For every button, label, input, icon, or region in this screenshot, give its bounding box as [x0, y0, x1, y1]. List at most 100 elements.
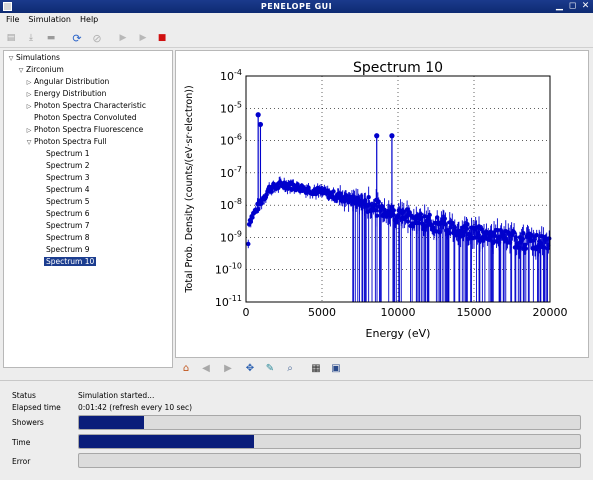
elapsed-value: 0:01:42 (refresh every 10 sec): [78, 403, 193, 412]
data-point: [465, 222, 470, 227]
simulation-tree[interactable]: ▽ Simulations ▽ Zirconium ▷ Angular Distrib…: [3, 50, 173, 368]
spectrum-series: [246, 112, 552, 302]
data-point: [443, 222, 448, 227]
y-tick-label: 10-10: [215, 262, 242, 277]
expanded-arrow-icon[interactable]: ▽: [26, 139, 32, 146]
tree-group[interactable]: Photon Spectra Convoluted: [34, 113, 137, 122]
title-bar: PENELOPE GUI ▁ ◻ ✕: [0, 0, 593, 13]
data-point: [407, 210, 412, 215]
play-icon[interactable]: ▶: [119, 33, 127, 43]
zoom-icon[interactable]: ✎: [265, 362, 275, 374]
tree-group[interactable]: ▷ Energy Distribution: [24, 88, 107, 100]
data-point: [246, 241, 251, 247]
tree-spectrum-item[interactable]: Spectrum 9: [46, 245, 90, 254]
tree-spectrum-item-selected[interactable]: Spectrum 10: [44, 257, 97, 266]
zoom-rect-icon[interactable]: ⌕: [287, 362, 293, 374]
collapsed-arrow-icon[interactable]: ▷: [26, 103, 32, 110]
expanded-arrow-icon[interactable]: ▽: [18, 67, 24, 74]
collapsed-arrow-icon[interactable]: ▷: [26, 79, 32, 86]
tree-spectrum-item[interactable]: Spectrum 3: [46, 173, 90, 182]
y-tick-label: 10-4: [220, 68, 242, 83]
tree-spectrum-item[interactable]: Spectrum 6: [46, 209, 90, 218]
data-point: [520, 236, 525, 242]
peak-point: [255, 112, 261, 118]
pan-icon[interactable]: ✥: [245, 362, 255, 374]
tree-group[interactable]: ▷ Photon Spectra Characteristic: [24, 100, 146, 112]
data-point: [248, 219, 253, 225]
data-point: [442, 216, 447, 221]
menu-simulation[interactable]: Simulation: [28, 15, 72, 24]
step-icon[interactable]: ▶: [139, 33, 147, 43]
tree-spectrum-item[interactable]: Spectrum 5: [46, 197, 90, 206]
data-point: [547, 236, 552, 241]
error-progress-bar: [78, 453, 581, 468]
tree-material[interactable]: ▽ Zirconium: [16, 64, 64, 76]
tree-spectrum-item[interactable]: Spectrum 8: [46, 233, 90, 242]
close-icon[interactable]: ✕: [581, 1, 590, 11]
data-point: [250, 215, 255, 220]
status-value: Simulation started...: [78, 391, 155, 400]
time-progress-fill: [79, 435, 255, 448]
app-icon: [3, 2, 12, 11]
tree-group[interactable]: ▷ Angular Distribution: [24, 76, 110, 88]
tree-spectrum-item[interactable]: Spectrum 2: [46, 161, 90, 170]
data-point: [269, 189, 274, 194]
showers-progress-fill: [79, 416, 145, 429]
menu-help[interactable]: Help: [80, 15, 99, 24]
tree-group[interactable]: ▽ Photon Spectra Full: [24, 136, 107, 148]
menu-bar: File Simulation Help: [0, 13, 593, 28]
open-icon[interactable]: ⤓: [29, 33, 33, 43]
data-point: [418, 212, 423, 217]
y-tick-label: 10-5: [220, 100, 242, 115]
expanded-arrow-icon[interactable]: ▽: [8, 55, 14, 62]
save-icon[interactable]: ▬: [46, 33, 56, 43]
x-axis-label: Energy (eV): [366, 327, 431, 340]
peak-point: [389, 133, 395, 139]
data-point: [523, 246, 529, 251]
data-point: [331, 189, 336, 194]
y-tick-label: 10-11: [215, 294, 242, 309]
home-icon[interactable]: ⌂: [182, 362, 190, 374]
error-label: Error: [12, 457, 31, 466]
menu-file[interactable]: File: [6, 15, 20, 24]
forward-icon[interactable]: ▶: [224, 362, 232, 374]
tree-group[interactable]: ▷ Photon Spectra Fluorescence: [24, 124, 144, 136]
maximize-icon[interactable]: ◻: [568, 1, 577, 11]
tree-spectrum-item[interactable]: Spectrum 4: [46, 185, 90, 194]
data-point: [374, 213, 380, 218]
refresh-icon[interactable]: ⟳: [72, 31, 82, 45]
collapsed-arrow-icon[interactable]: ▷: [26, 127, 32, 134]
data-point: [464, 226, 469, 231]
data-point: [405, 219, 411, 224]
collapsed-arrow-icon[interactable]: ▷: [26, 91, 32, 98]
tree-spectrum-item[interactable]: Spectrum 1: [46, 149, 90, 158]
tree-root[interactable]: ▽ Simulations: [6, 52, 60, 64]
spectrum-chart[interactable]: Spectrum 10 10-1110-1010-910-810-710-610…: [176, 51, 588, 357]
configure-icon[interactable]: ▦: [311, 362, 321, 374]
data-point: [256, 206, 261, 212]
status-panel: Status Simulation started... Elapsed tim…: [0, 380, 593, 480]
data-point: [534, 232, 539, 238]
stop-red-icon[interactable]: ■: [157, 33, 167, 43]
minimize-icon[interactable]: ▁: [556, 1, 563, 11]
data-point: [476, 224, 482, 229]
y-tick-label: 10-6: [220, 133, 242, 148]
time-label: Time: [12, 438, 31, 447]
data-point: [366, 194, 371, 200]
y-tick-label: 10-9: [220, 229, 242, 244]
x-tick-label: 5000: [308, 306, 336, 319]
y-tick-labels: 10-11 10-10 10-9 10-8 10-7 10-6 10-5 10-4: [215, 68, 242, 309]
x-tick-label: 20000: [533, 306, 568, 319]
data-point: [511, 230, 517, 235]
plot-canvas[interactable]: Spectrum 10 10-11 10-10 10-9 10-8 10-7 10-6 10…: [175, 50, 589, 358]
x-tick-label: 0: [243, 306, 250, 319]
showers-label: Showers: [12, 418, 44, 427]
tree-spectrum-item[interactable]: Spectrum 7: [46, 221, 90, 230]
save-figure-icon[interactable]: ▣: [331, 362, 341, 374]
elapsed-label: Elapsed time: [12, 403, 61, 412]
back-icon[interactable]: ◀: [202, 362, 210, 374]
new-icon[interactable]: ▤: [6, 33, 16, 43]
plot-toolbar: ⌂ ◀ ▶ ✥ ✎ ⌕ ▦ ▣: [175, 358, 589, 380]
stop-disabled-icon[interactable]: ⊘: [92, 31, 102, 45]
y-tick-label: 10-8: [220, 197, 242, 212]
